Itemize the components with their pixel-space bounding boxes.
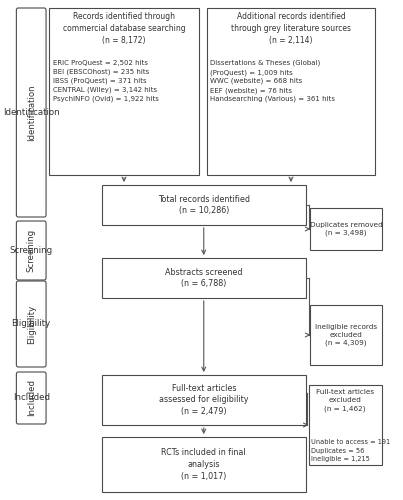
Text: Identification: Identification bbox=[3, 108, 60, 117]
Text: Additional records identified
through grey literature sources
(n = 2,114): Additional records identified through gr… bbox=[231, 12, 351, 44]
Text: Screening: Screening bbox=[10, 246, 53, 255]
Bar bbox=[310, 305, 382, 365]
Text: Identification: Identification bbox=[27, 84, 36, 141]
Text: Ineligible records
excluded
(n = 4,309): Ineligible records excluded (n = 4,309) bbox=[315, 324, 377, 346]
Bar bbox=[102, 375, 306, 425]
Bar bbox=[206, 8, 375, 175]
Text: Included: Included bbox=[27, 380, 36, 416]
Bar bbox=[102, 185, 306, 225]
Text: Duplicates removed
(n = 3,498): Duplicates removed (n = 3,498) bbox=[310, 222, 382, 236]
Text: Dissertations & Theses (Global)
(ProQuest) = 1,009 hits
WWC (website) = 668 hits: Dissertations & Theses (Global) (ProQues… bbox=[210, 60, 335, 102]
Text: Full-text articles
assessed for eligibility
(n = 2,479): Full-text articles assessed for eligibil… bbox=[159, 384, 249, 416]
Text: Included: Included bbox=[13, 394, 50, 402]
Text: Records identified through
commercial database searching
(n = 8,172): Records identified through commercial da… bbox=[62, 12, 185, 44]
Text: Eligibility: Eligibility bbox=[12, 320, 51, 328]
Bar bbox=[310, 208, 382, 250]
Text: Unable to access = 191
Duplicates = 56
Ineligible = 1,215: Unable to access = 191 Duplicates = 56 I… bbox=[312, 439, 391, 462]
FancyBboxPatch shape bbox=[17, 281, 46, 367]
Bar bbox=[102, 437, 306, 492]
FancyBboxPatch shape bbox=[17, 8, 46, 217]
Text: Screening: Screening bbox=[27, 229, 36, 272]
Text: Total records identified
(n = 10,286): Total records identified (n = 10,286) bbox=[158, 194, 250, 216]
Text: ERIC ProQuest = 2,502 hits
BEI (EBSCOhost) = 235 hits
IBSS (ProQuest) = 371 hits: ERIC ProQuest = 2,502 hits BEI (EBSCOhos… bbox=[52, 60, 158, 102]
Bar bbox=[102, 258, 306, 298]
FancyBboxPatch shape bbox=[17, 372, 46, 424]
Text: RCTs included in final
analysis
(n = 1,017): RCTs included in final analysis (n = 1,0… bbox=[162, 448, 246, 481]
Text: Eligibility: Eligibility bbox=[27, 304, 36, 344]
Bar bbox=[309, 385, 382, 465]
FancyBboxPatch shape bbox=[17, 221, 46, 280]
Text: Abstracts screened
(n = 6,788): Abstracts screened (n = 6,788) bbox=[165, 268, 243, 288]
Bar bbox=[49, 8, 199, 175]
Text: Full-text articles
excluded
(n = 1,462): Full-text articles excluded (n = 1,462) bbox=[316, 389, 374, 411]
